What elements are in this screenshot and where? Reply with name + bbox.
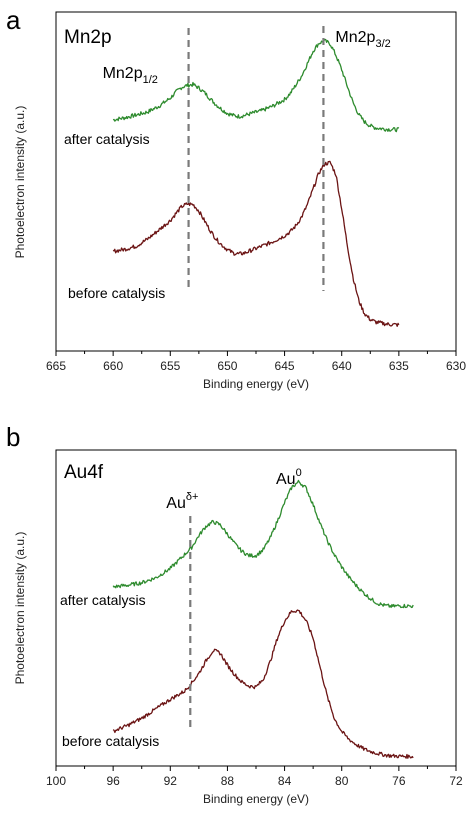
panel-b-au4f: 100 96 92 88 84 80 76 72 Binding energy (eV) Phot… [6,422,463,806]
x-tick-label: 92 [164,774,178,788]
x-tick-label: 650 [217,359,237,373]
panel-letter: a [6,5,21,35]
peak-label-subscript: 3/2 [375,38,390,50]
x-tick-label: 655 [160,359,180,373]
y-axis-label: Photoelectron intensity (a.u.) [13,106,27,259]
x-tick-label: 635 [389,359,409,373]
x-tick-label: 80 [335,774,349,788]
x-tick-label: 96 [106,774,120,788]
y-axis-label: Photoelectron intensity (a.u.) [13,532,27,685]
peak-label-base: Mn2p [335,29,375,46]
series-line-after [112,38,400,133]
series-label: after catalysis [64,131,150,147]
x-tick-label: 660 [103,359,123,373]
series-label: before catalysis [62,733,159,749]
peak-label: Auδ+ [166,491,198,512]
x-tick-label: 88 [221,774,235,788]
peak-label-superscript: δ+ [186,491,199,503]
x-tick-label: 72 [449,774,463,788]
panel-letter: b [6,422,20,452]
peak-label-subscript: 1/2 [143,74,158,86]
peak-label: Au0 [276,467,302,488]
peak-label: Mn2p1/2 [103,65,158,86]
series-label: before catalysis [68,285,165,301]
peak-label-base: Au [166,495,186,512]
x-tick-label: 640 [332,359,352,373]
x-tick-label: 100 [46,774,66,788]
x-tick-label: 645 [275,359,295,373]
peak-label: Mn2p3/2 [335,29,390,50]
x-axis-label: Binding energy (eV) [203,377,309,391]
peak-label-base: Mn2p [103,65,143,82]
plot-frame [55,449,457,767]
series-line-before [112,609,414,759]
panel-title: Mn2p [64,27,112,48]
series-line-before [112,160,400,327]
series-line-after [112,479,414,609]
panel-a-mn2p: 665 660 655 650 645 640 635 630 Binding energy (… [6,5,466,391]
peak-label-base: Au [276,471,296,488]
x-tick-label: 84 [278,774,292,788]
panel-title: Au4f [64,462,104,483]
x-tick-label: 76 [392,774,406,788]
x-tick-label: 665 [46,359,66,373]
x-tick-label: 630 [446,359,466,373]
series-label: after catalysis [60,592,146,608]
x-axis-label: Binding energy (eV) [203,792,309,806]
peak-label-superscript: 0 [296,467,302,479]
